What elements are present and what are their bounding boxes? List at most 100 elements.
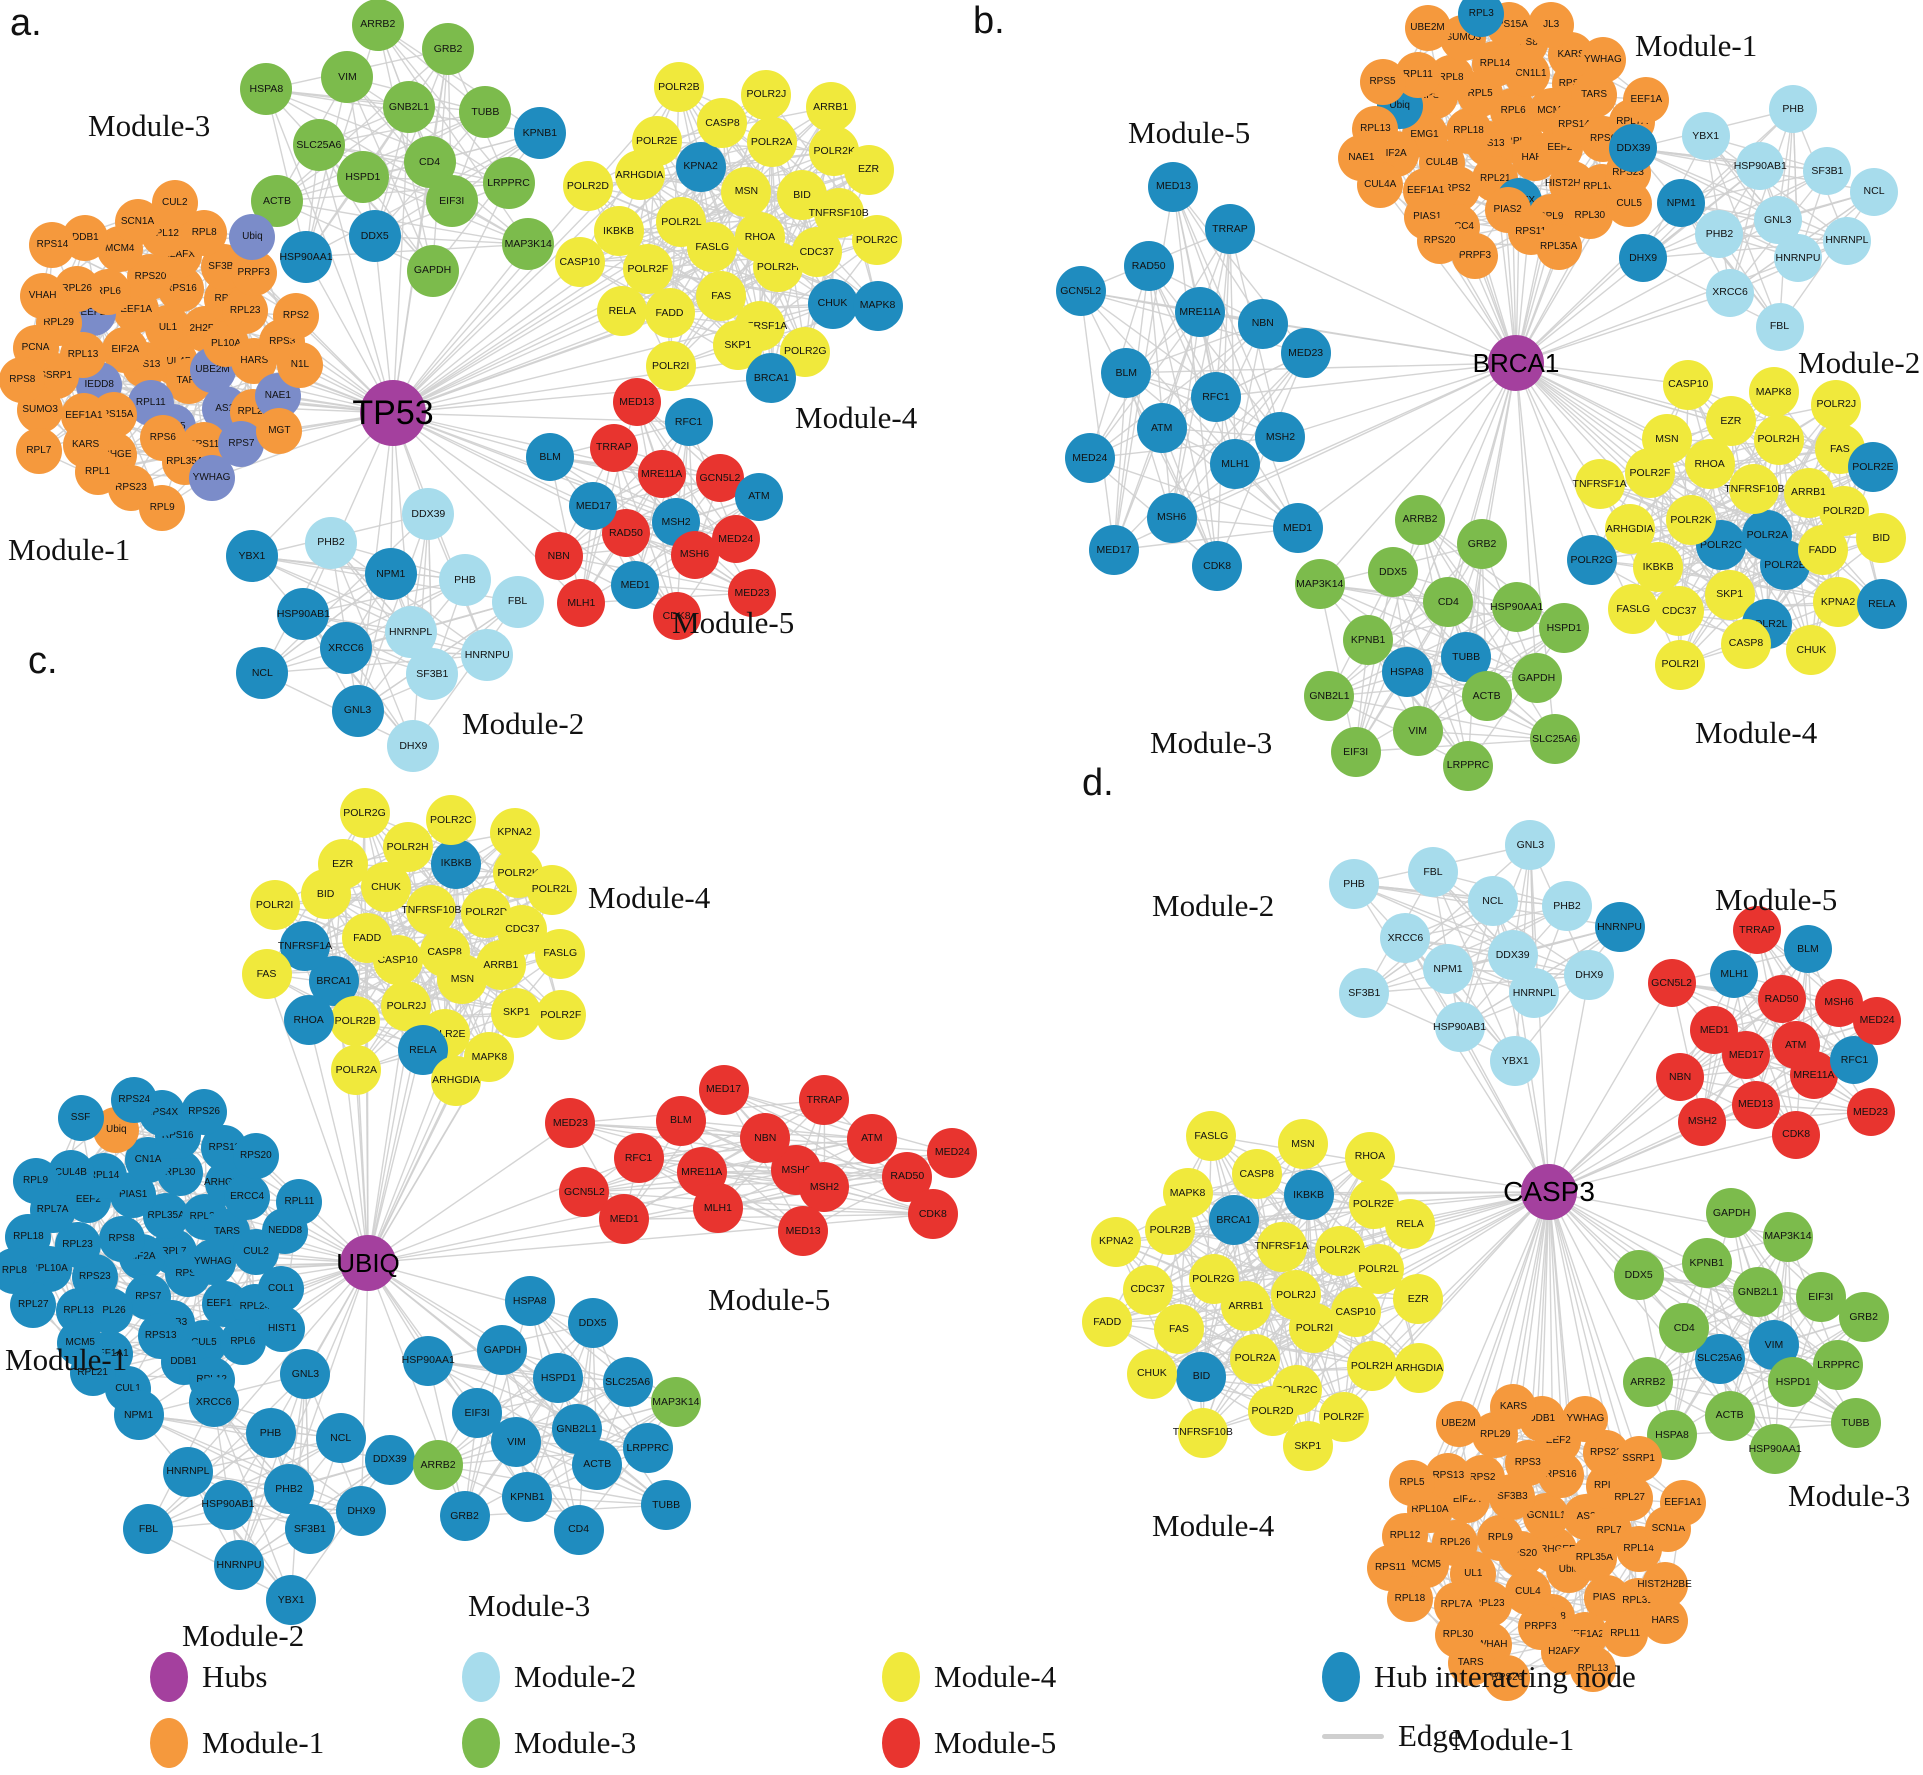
protein-node-npm1[interactable]: NPM1 (1657, 179, 1706, 228)
protein-node-trrap[interactable]: TRRAP (1204, 204, 1255, 255)
protein-node-phb[interactable]: PHB (1328, 858, 1379, 909)
protein-node-hnrnpu[interactable]: HNRNPU (1594, 901, 1645, 952)
protein-node-cd4[interactable]: CD4 (403, 136, 456, 188)
protein-node-xrcc6[interactable]: XRCC6 (1706, 268, 1755, 317)
protein-node-hspa8[interactable]: HSPA8 (504, 1276, 555, 1327)
protein-node-polr2h[interactable]: POLR2H (382, 821, 433, 872)
protein-node-med17[interactable]: MED17 (1089, 525, 1139, 576)
protein-node-ikbkb[interactable]: IKBKB (1283, 1169, 1334, 1220)
protein-node-ybx1[interactable]: YBX1 (266, 1574, 317, 1625)
protein-node-msh2[interactable]: MSH2 (1678, 1097, 1727, 1146)
protein-node-sf3b1[interactable]: SF3B1 (1803, 146, 1852, 195)
protein-node-mlh1[interactable]: MLH1 (1210, 439, 1261, 490)
protein-node-slc25a6[interactable]: SLC25A6 (1529, 714, 1580, 765)
protein-node-vim[interactable]: VIM (1392, 706, 1443, 757)
protein-node-polr2f[interactable]: POLR2F (535, 989, 586, 1040)
protein-node-med13[interactable]: MED13 (612, 377, 661, 426)
protein-node-rps11[interactable]: RPS11 (1367, 1545, 1414, 1592)
protein-node-mre11a[interactable]: MRE11A (1789, 1051, 1838, 1100)
protein-node-vim[interactable]: VIM (321, 50, 374, 103)
protein-node-hnrnpl[interactable]: HNRNPL (162, 1446, 213, 1497)
protein-node-msn[interactable]: MSN (1641, 413, 1692, 464)
protein-node-blm[interactable]: BLM (526, 433, 575, 482)
protein-node-rfc1[interactable]: RFC1 (664, 398, 713, 447)
protein-node-phb2[interactable]: PHB2 (304, 516, 357, 569)
protein-node-hspa8[interactable]: HSPA8 (240, 63, 293, 116)
protein-node-med1[interactable]: MED1 (599, 1194, 650, 1245)
protein-node-kars[interactable]: KARS (1490, 1384, 1537, 1431)
protein-node-fbl[interactable]: FBL (1407, 847, 1458, 898)
protein-node-rpl5[interactable]: RPL5 (1389, 1460, 1436, 1507)
protein-node-atm[interactable]: ATM (734, 472, 783, 521)
protein-node-phb2[interactable]: PHB2 (1541, 881, 1592, 932)
protein-node-polr2j[interactable]: POLR2J (1811, 379, 1862, 430)
protein-node-xrcc6[interactable]: XRCC6 (1380, 913, 1431, 964)
protein-node-ybx1[interactable]: YBX1 (1681, 112, 1730, 161)
protein-node-med13[interactable]: MED13 (778, 1206, 829, 1257)
protein-node-tnfrsf10b[interactable]: TNFRSF10B (1173, 1407, 1233, 1458)
protein-node-hars[interactable]: HARS (1642, 1598, 1689, 1644)
protein-node-polr2b[interactable]: POLR2B (330, 996, 381, 1047)
protein-node-hspd1[interactable]: HSPD1 (533, 1352, 584, 1403)
protein-node-rpl7[interactable]: RPL7 (15, 427, 62, 474)
protein-node-cd4[interactable]: CD4 (553, 1504, 604, 1555)
protein-node-trrap[interactable]: TRRAP (799, 1075, 850, 1126)
protein-node-map3k14[interactable]: MAP3K14 (1762, 1211, 1813, 1262)
protein-node-rpl13[interactable]: RPL13 (1570, 1646, 1617, 1693)
protein-node-ncl[interactable]: NCL (1850, 167, 1899, 216)
protein-node-rfc1[interactable]: RFC1 (1190, 372, 1241, 422)
protein-node-mapk8[interactable]: MAPK8 (852, 280, 903, 331)
protein-node-mapk8[interactable]: MAPK8 (1748, 367, 1799, 418)
protein-node-msh2[interactable]: MSH2 (1255, 412, 1306, 463)
protein-node-sf3b1[interactable]: SF3B1 (406, 647, 459, 700)
protein-node-sf3b1[interactable]: SF3B1 (284, 1504, 335, 1555)
protein-node-tubb[interactable]: TUBB (459, 86, 512, 139)
protein-node-med17[interactable]: MED17 (698, 1064, 749, 1115)
protein-node-casp10[interactable]: CASP10 (1330, 1287, 1381, 1337)
protein-node-rpl27[interactable]: RPL27 (1606, 1474, 1653, 1521)
protein-node-polr2j[interactable]: POLR2J (741, 69, 792, 120)
protein-node-rpl9[interactable]: RPL9 (12, 1158, 59, 1205)
hub-node-tp53[interactable]: TP53 (352, 380, 434, 446)
protein-node-lrpprc[interactable]: LRPPRC (1443, 740, 1494, 791)
protein-node-arhgdia[interactable]: ARHGDIA (1394, 1343, 1445, 1394)
protein-node-ssf[interactable]: SSF (57, 1095, 104, 1142)
protein-node-rps2[interactable]: RPS2 (272, 293, 319, 340)
protein-node-nae1[interactable]: NAE1 (1338, 135, 1385, 182)
protein-node-hsp90aa1[interactable]: HSP90AA1 (1749, 1423, 1802, 1474)
protein-node-rad50[interactable]: RAD50 (1757, 975, 1806, 1024)
protein-node-scn1a[interactable]: SCN1A (114, 199, 161, 246)
protein-node-polr2l[interactable]: POLR2L (656, 197, 707, 248)
protein-node-eef1a[interactable]: EEF1A (1623, 76, 1670, 123)
protein-node-rpl6[interactable]: RPL6 (219, 1319, 266, 1366)
protein-node-polr2i[interactable]: POLR2I (645, 341, 696, 392)
protein-node-med24[interactable]: MED24 (711, 514, 760, 563)
protein-node-polr2a[interactable]: POLR2A (1230, 1333, 1281, 1384)
protein-node-phb[interactable]: PHB (1769, 85, 1818, 134)
protein-node-atm[interactable]: ATM (1136, 402, 1187, 453)
protein-node-rfc1[interactable]: RFC1 (613, 1133, 664, 1184)
protein-node-hnrnpl[interactable]: HNRNPL (1509, 967, 1560, 1018)
protein-node-mre11a[interactable]: MRE11A (637, 449, 686, 498)
protein-node-ywhag[interactable]: YWHAG (188, 455, 235, 502)
protein-node-nbn[interactable]: NBN (740, 1113, 791, 1164)
protein-node-mlh1[interactable]: MLH1 (557, 579, 606, 628)
protein-node-tnfrsf10b[interactable]: TNFRSF10B (401, 885, 461, 936)
protein-node-hnrnpu[interactable]: HNRNPU (214, 1540, 264, 1590)
protein-node-skp1[interactable]: SKP1 (491, 987, 542, 1038)
protein-node-trrap[interactable]: TRRAP (589, 423, 638, 472)
protein-node-gapdh[interactable]: GAPDH (477, 1324, 528, 1375)
protein-node-rela[interactable]: RELA (1856, 578, 1907, 629)
protein-node-polr2c[interactable]: POLR2C (851, 215, 902, 266)
protein-node-cdk8[interactable]: CDK8 (907, 1189, 958, 1240)
protein-node-cd4[interactable]: CD4 (1659, 1303, 1710, 1354)
protein-node-polr2e[interactable]: POLR2E (1847, 442, 1898, 493)
protein-node-ywhag[interactable]: YWHAG (1579, 36, 1626, 83)
protein-node-vhah[interactable]: VHAH (19, 273, 66, 320)
protein-node-mlh1[interactable]: MLH1 (692, 1183, 743, 1234)
protein-node-eef1a1[interactable]: EEF1A1 (1660, 1480, 1707, 1527)
protein-node-bid[interactable]: BID (1176, 1351, 1227, 1402)
protein-node-hnrnpu[interactable]: HNRNPU (461, 629, 514, 682)
protein-node-grb2[interactable]: GRB2 (422, 23, 474, 76)
protein-node-rpl9[interactable]: RPL9 (1477, 1514, 1524, 1561)
